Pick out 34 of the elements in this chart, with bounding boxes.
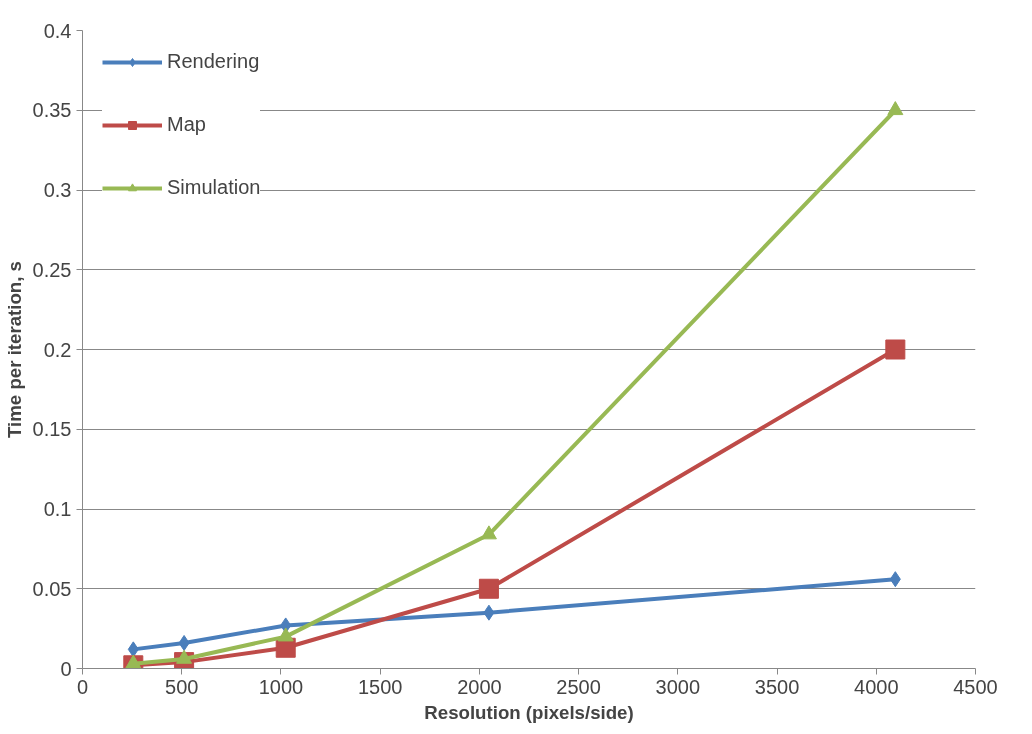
y-axis-title: Time per iteration, s	[3, 261, 25, 438]
x-tick-label: 500	[165, 675, 199, 698]
point	[178, 634, 190, 651]
y-tick-label: 0.1	[43, 498, 72, 520]
y-tick-label: 0.35	[32, 99, 72, 122]
y-tick-label: 0.3	[43, 179, 72, 201]
point	[478, 578, 499, 599]
x-tick-label: 1000	[258, 675, 304, 698]
point	[176, 649, 193, 664]
x-tick-label: 1500	[357, 675, 403, 698]
point	[885, 339, 906, 360]
y-tick-label: 0.2	[43, 338, 72, 361]
x-tick-label: 3000	[655, 675, 701, 698]
point	[887, 101, 904, 116]
y-tick-label: 0.4	[43, 19, 72, 42]
point	[889, 571, 901, 588]
point	[483, 604, 495, 621]
legend-label: Rendering	[167, 50, 260, 73]
y-tick-label: 0.15	[32, 418, 72, 441]
x-tick-label: 0	[76, 675, 89, 698]
legend-label: Simulation	[167, 176, 261, 199]
point	[127, 641, 139, 658]
legend-label: Map	[167, 113, 206, 136]
x-tick-label: 4000	[854, 675, 899, 698]
x-tick-label: 2500	[556, 675, 601, 698]
point	[480, 525, 497, 540]
x-tick-label: 2000	[457, 675, 502, 698]
x-axis-title: Resolution (pixels/side)	[424, 701, 634, 723]
y-tick-label: 0.05	[32, 577, 72, 600]
x-tick-label: 4500	[953, 675, 998, 698]
y-tick-label: 0.25	[32, 258, 72, 281]
y-tick-label: 0	[60, 657, 72, 680]
point	[277, 627, 294, 642]
x-tick-label: 3500	[754, 675, 800, 698]
